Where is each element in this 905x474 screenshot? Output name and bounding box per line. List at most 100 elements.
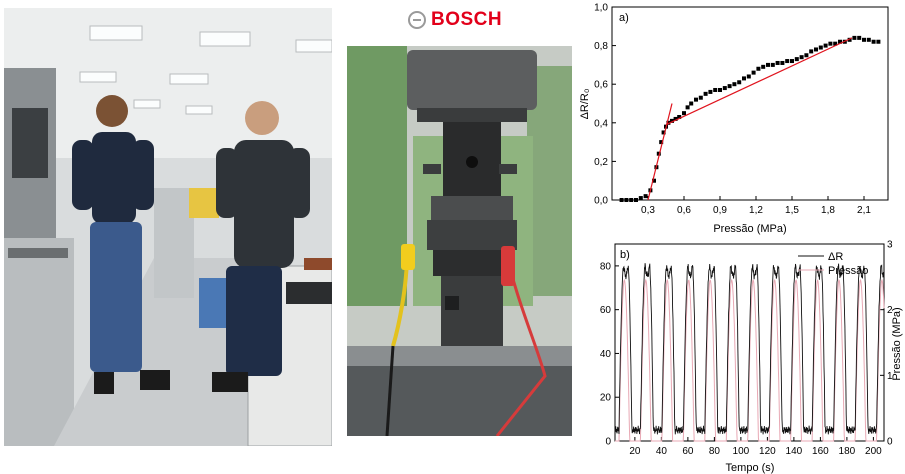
chart-a-data-point xyxy=(871,39,876,44)
chart-b-right-tick-label: 3 xyxy=(887,240,893,251)
chart-b-x-tick-label: 60 xyxy=(682,446,694,457)
chart-a-data-point xyxy=(638,196,643,201)
chart-a-x-tick-label: 1,2 xyxy=(749,205,763,216)
chart-a-data-point xyxy=(666,120,671,125)
chart-a-x-tick-label: 0,3 xyxy=(641,205,655,216)
chart-a-data-point xyxy=(775,60,780,65)
chart-a-fit-line xyxy=(665,37,853,126)
chart-a-data-point xyxy=(677,115,682,120)
chart-a-data-point xyxy=(685,105,690,110)
chart-a-data-point xyxy=(737,80,742,85)
chart-a-data-point xyxy=(624,198,629,202)
chart-b-plot-frame xyxy=(614,243,885,442)
chart-a-resistance-vs-pressure: a) 0,3 0,6 0,9 1,2 1,5 1,8 2,1 0,0 0,2 0,4 0,6 0,8… xyxy=(579,3,889,235)
chart-b-x-tick-label: 120 xyxy=(759,446,776,457)
chart-b-legend-entry-resistance: ΔR xyxy=(828,251,843,263)
chart-a-fit-lines xyxy=(647,37,853,201)
chart-a-data-point xyxy=(799,55,804,60)
chart-a-data-point xyxy=(761,64,766,69)
chart-b-y-axis-left: 0 20 40 60 80 xyxy=(600,261,619,448)
chart-a-data-point xyxy=(673,116,678,121)
chart-b-x-tick-label: 100 xyxy=(733,446,750,457)
chart-a-data-point xyxy=(698,95,703,100)
chart-b-legend-entry-pressure: Pressão xyxy=(828,265,868,277)
chart-a-data-point xyxy=(708,89,713,94)
chart-a-data-point xyxy=(659,140,664,145)
chart-a-data-point xyxy=(804,53,809,58)
chart-b-panel-label: b) xyxy=(620,249,630,261)
chart-a-x-tick-label: 2,1 xyxy=(857,205,871,216)
chart-a-data-point xyxy=(780,60,785,65)
chart-a-data-point xyxy=(634,198,638,202)
chart-a-data-point xyxy=(643,194,648,199)
chart-a-data-point xyxy=(629,198,634,202)
chart-a-data-point xyxy=(790,59,794,64)
chart-a-y-tick-label: 0,8 xyxy=(594,41,608,52)
chart-a-data-point xyxy=(756,66,761,71)
chart-a-x-tick-label: 1,5 xyxy=(785,205,799,216)
chart-a-data-point xyxy=(694,97,698,102)
chart-b-x-tick-label: 160 xyxy=(812,446,829,457)
chart-a-y-axis: 0,0 0,2 0,4 0,6 0,8 1,0 xyxy=(594,3,616,207)
bosch-logo-text: BOSCH xyxy=(431,9,503,30)
chart-a-x-tick-label: 1,8 xyxy=(821,205,835,216)
chart-a-plot-frame xyxy=(611,6,889,201)
chart-a-data-point xyxy=(852,35,857,40)
chart-a-fit-line xyxy=(647,103,673,201)
bosch-logo: BOSCH xyxy=(408,8,502,32)
chart-b-resistance-and-pressure-vs-time: b) 20 40 60 80 100 120 140 160 180 200 020406080 … xyxy=(600,240,903,474)
chart-a-data-point xyxy=(876,39,881,44)
chart-a-data-point xyxy=(742,76,746,81)
chart-b-x-tick-label: 20 xyxy=(629,446,641,457)
chart-a-data-point xyxy=(857,35,862,40)
chart-a-data-point xyxy=(766,62,770,67)
chart-a-x-axis: 0,3 0,6 0,9 1,2 1,5 1,8 2,1 xyxy=(641,196,871,216)
chart-b-right-tick-label: 1 xyxy=(887,371,893,382)
chart-a-data-point xyxy=(814,47,818,52)
chart-b-right-tick-label: 2 xyxy=(887,305,893,316)
chart-a-data-point xyxy=(838,39,842,44)
chart-a-panel-label: a) xyxy=(619,12,629,24)
chart-a-data-point xyxy=(828,41,833,46)
chart-b-x-tick-label: 140 xyxy=(786,446,803,457)
chart-b-y-tick-label: 0 xyxy=(605,437,611,448)
chart-a-data-point xyxy=(670,118,674,123)
chart-a-data-point xyxy=(809,49,814,54)
chart-b-y-tick-label: 20 xyxy=(600,393,612,404)
chart-b-right-tick-label: 0 xyxy=(887,437,893,448)
chart-b-x-axis: 20 40 60 80 100 120 140 160 180 200 xyxy=(629,437,882,457)
chart-a-data-point xyxy=(866,37,871,42)
chart-a-data-point xyxy=(862,37,866,42)
chart-b-series-lines xyxy=(614,263,885,442)
chart-a-data-point xyxy=(703,91,708,96)
chart-a-data-point xyxy=(656,151,661,156)
chart-b-y-axis-right: 0 1 2 3 xyxy=(880,240,893,448)
chart-a-y-tick-label: 1,0 xyxy=(594,3,608,14)
chart-a-data-point xyxy=(682,111,686,116)
chart-a-data-point xyxy=(718,87,722,92)
chart-b-right-axis-label: Pressão (MPa) xyxy=(891,307,903,380)
chart-a-data-point xyxy=(746,74,751,79)
chart-b-x-tick-label: 180 xyxy=(839,446,856,457)
chart-a-data-point xyxy=(785,59,790,64)
chart-a-data-point xyxy=(794,57,799,62)
chart-a-y-tick-label: 0,6 xyxy=(594,80,608,91)
chart-b-x-tick-label: 40 xyxy=(656,446,668,457)
chart-a-x-axis-label: Pressão (MPa) xyxy=(713,223,786,235)
chart-a-data-point xyxy=(751,70,756,75)
chart-b-x-tick-label: 200 xyxy=(865,446,882,457)
chart-a-data-point xyxy=(732,82,737,87)
chart-a-data-point xyxy=(833,41,838,46)
chart-a-data-point xyxy=(727,84,732,89)
chart-b-pressure-line xyxy=(615,278,885,442)
chart-a-data-point xyxy=(818,45,823,50)
chart-b-x-axis-label: Tempo (s) xyxy=(726,462,775,474)
chart-a-y-tick-label: 0,0 xyxy=(594,196,608,207)
chart-b-resistance-line xyxy=(614,263,885,435)
chart-a-x-tick-label: 0,9 xyxy=(713,205,727,216)
press-photo xyxy=(347,46,572,436)
lab-photo xyxy=(4,8,332,446)
chart-b-y-tick-label: 80 xyxy=(600,261,612,272)
chart-a-data-point xyxy=(847,37,852,42)
bosch-armature-icon xyxy=(408,11,426,29)
